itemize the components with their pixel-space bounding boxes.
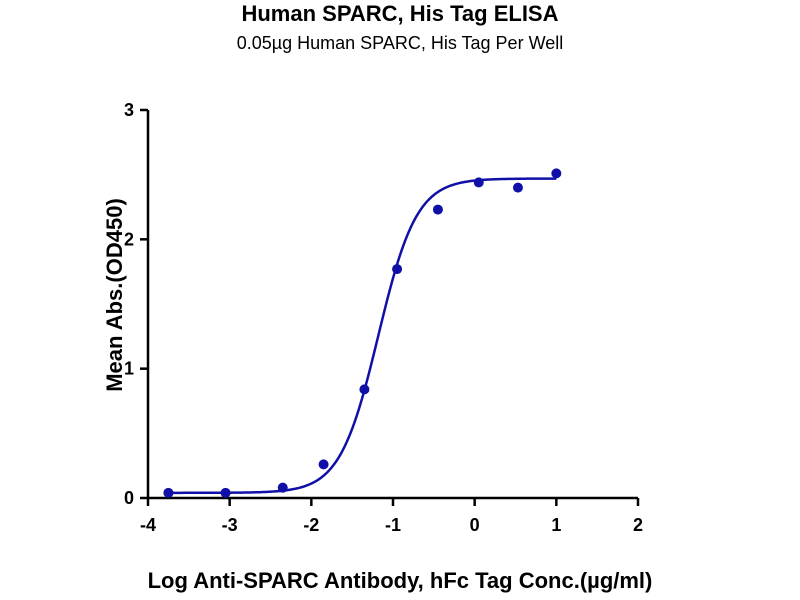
- data-point: [277, 482, 288, 493]
- x-tick-label: -3: [222, 515, 238, 535]
- x-tick-label: -2: [303, 515, 319, 535]
- data-point: [392, 264, 403, 275]
- data-point: [318, 459, 329, 470]
- y-tick-label: 2: [124, 229, 134, 249]
- y-tick-label: 3: [124, 100, 134, 120]
- chart-subtitle: 0.05µg Human SPARC, His Tag Per Well: [236, 33, 564, 53]
- data-point: [551, 168, 562, 179]
- y-tick-label: 0: [124, 488, 134, 508]
- data-point: [432, 204, 443, 215]
- x-axis-label: Log Anti-SPARC Antibody, hFc Tag Conc.(µ…: [147, 568, 653, 593]
- x-tick-label: -4: [140, 515, 156, 535]
- y-tick-label: 1: [124, 359, 134, 379]
- x-tick-label: -1: [385, 515, 401, 535]
- x-tick-label: 0: [470, 515, 480, 535]
- data-point: [473, 177, 484, 188]
- x-tick-label: 2: [633, 515, 643, 535]
- data-point: [512, 182, 523, 193]
- data-point: [359, 384, 370, 395]
- data-point: [163, 487, 174, 498]
- fit-curve: [168, 177, 557, 495]
- chart-title: Human SPARC, His Tag ELISA: [241, 1, 559, 26]
- data-point: [220, 487, 231, 498]
- x-tick-label: 1: [551, 515, 561, 535]
